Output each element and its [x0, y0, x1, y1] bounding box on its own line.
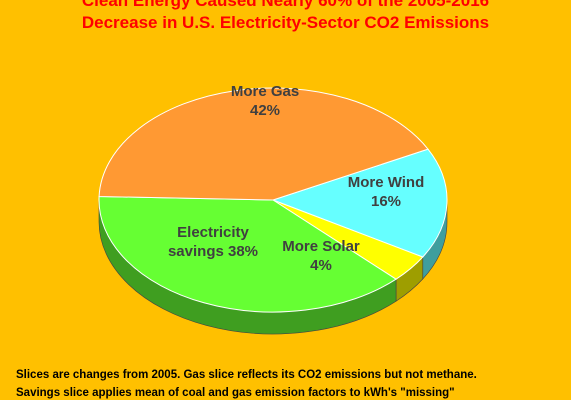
slice-label-savings-value: savings 38% [167, 243, 259, 260]
slice-label-gas-value: 42% [249, 102, 281, 119]
pie-slice-3 [98, 87, 429, 201]
chart-title-line-1: Clean Energy Caused Nearly 60% of the 20… [81, 0, 490, 10]
slice-label-wind-name: More Wind [347, 174, 425, 191]
slice-label-wind: More Wind 16% [348, 173, 425, 211]
pie-slice-2 [98, 195, 397, 313]
slice-label-savings: Electricity savings 38% [168, 223, 258, 261]
slice-label-gas-name: More Gas [230, 83, 300, 100]
slice-label-solar-value: 4% [310, 257, 332, 274]
slice-label-wind-value: 16% [370, 193, 402, 210]
slice-label-solar: More Solar 4% [282, 237, 360, 275]
footnote-line-1: Slices are changes from 2005. Gas slice … [16, 369, 477, 381]
pie-slice-0 [271, 148, 448, 258]
slice-label-solar-name: More Solar [282, 238, 360, 255]
slice-label-savings-name: Electricity [177, 224, 249, 241]
slice-label-gas: More Gas 42% [231, 82, 299, 120]
footnote-line-2: Savings slice applies mean of coal and g… [16, 387, 455, 399]
chart-title-line-2: Decrease in U.S. Electricity-Sector CO2 … [81, 13, 490, 32]
